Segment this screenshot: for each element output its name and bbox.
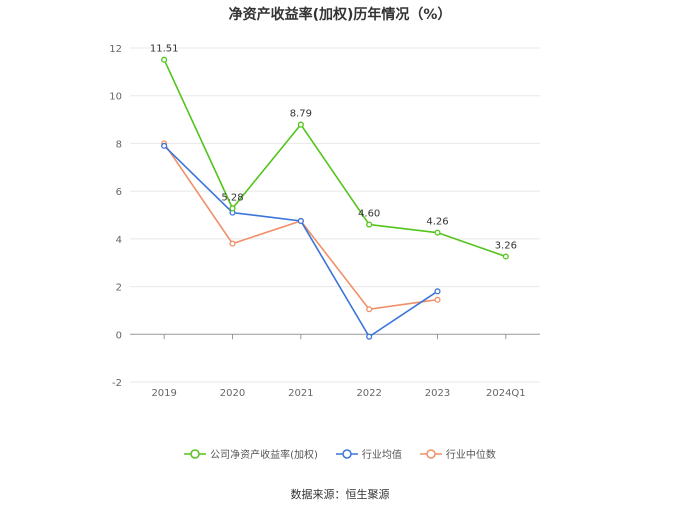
data-point[interactable]	[434, 288, 441, 295]
gridlines	[130, 47, 540, 383]
data-point[interactable]	[366, 306, 373, 313]
x-tick-label: 2023	[425, 388, 450, 399]
data-source: 数据来源：恒生聚源	[290, 488, 390, 501]
data-point[interactable]	[434, 296, 441, 303]
legend-item[interactable]: 公司净资产收益率(加权)	[184, 446, 318, 461]
series-line	[163, 59, 507, 258]
y-tick-label: 0	[116, 330, 122, 341]
legend-label: 公司净资产收益率(加权)	[210, 450, 318, 461]
x-tick-label: 2020	[220, 388, 245, 399]
legend-marker-icon	[419, 448, 442, 459]
data-point[interactable]	[297, 121, 304, 128]
data-point[interactable]	[366, 221, 373, 228]
axes: -2 0 2 4 6 8 10 12 2019 2020 2021 2022 2023 2024Q1	[109, 44, 525, 399]
x-tick-label: 2019	[151, 388, 176, 399]
series	[161, 56, 509, 340]
data-point[interactable]	[229, 205, 236, 212]
data-label: 5.28	[221, 192, 243, 203]
legend-marker-icon	[184, 448, 207, 459]
y-tick-label: 8	[116, 139, 122, 150]
data-point[interactable]	[434, 229, 441, 236]
legend-label: 行业中位数	[445, 450, 496, 461]
data-labels: 11.51 5.28 8.79 4.60 4.26 3.26	[150, 44, 517, 252]
y-tick-label: 10	[109, 92, 122, 103]
data-label: 11.51	[150, 44, 179, 55]
y-tick-label: 4	[116, 235, 122, 246]
x-tick-label: 2021	[288, 388, 313, 399]
y-tick-label: 2	[116, 283, 122, 294]
series-line	[163, 145, 438, 338]
legend-item[interactable]: 行业中位数	[419, 446, 496, 461]
data-point[interactable]	[297, 217, 304, 225]
y-tick-label: -2	[112, 378, 122, 389]
legend-marker-icon	[335, 448, 358, 459]
data-point[interactable]	[161, 56, 168, 63]
legend: 公司净资产收益率(加权) 行业均值 行业中位数	[0, 446, 680, 461]
line-chart: -2 0 2 4 6 8 10 12 2019 2020 2021 2022 2023 2024Q1 11…	[109, 44, 540, 399]
y-tick-label: 6	[116, 187, 122, 198]
data-point[interactable]	[229, 240, 236, 247]
data-label: 4.26	[426, 217, 448, 228]
x-tick-label: 2024Q1	[486, 388, 526, 399]
legend-item[interactable]: 行业均值	[335, 446, 402, 461]
chart-title: 净资产收益率(加权)历年情况（%）	[228, 7, 452, 23]
series-line	[163, 142, 438, 311]
data-label: 8.79	[290, 109, 312, 120]
data-point[interactable]	[161, 142, 168, 149]
legend-label: 行业均值	[361, 450, 402, 461]
y-tick-label: 12	[109, 44, 122, 55]
data-label: 3.26	[495, 241, 517, 252]
data-label: 4.60	[358, 209, 380, 220]
data-point[interactable]	[366, 333, 373, 340]
x-tick-label: 2022	[356, 388, 381, 399]
data-point[interactable]	[502, 253, 509, 260]
